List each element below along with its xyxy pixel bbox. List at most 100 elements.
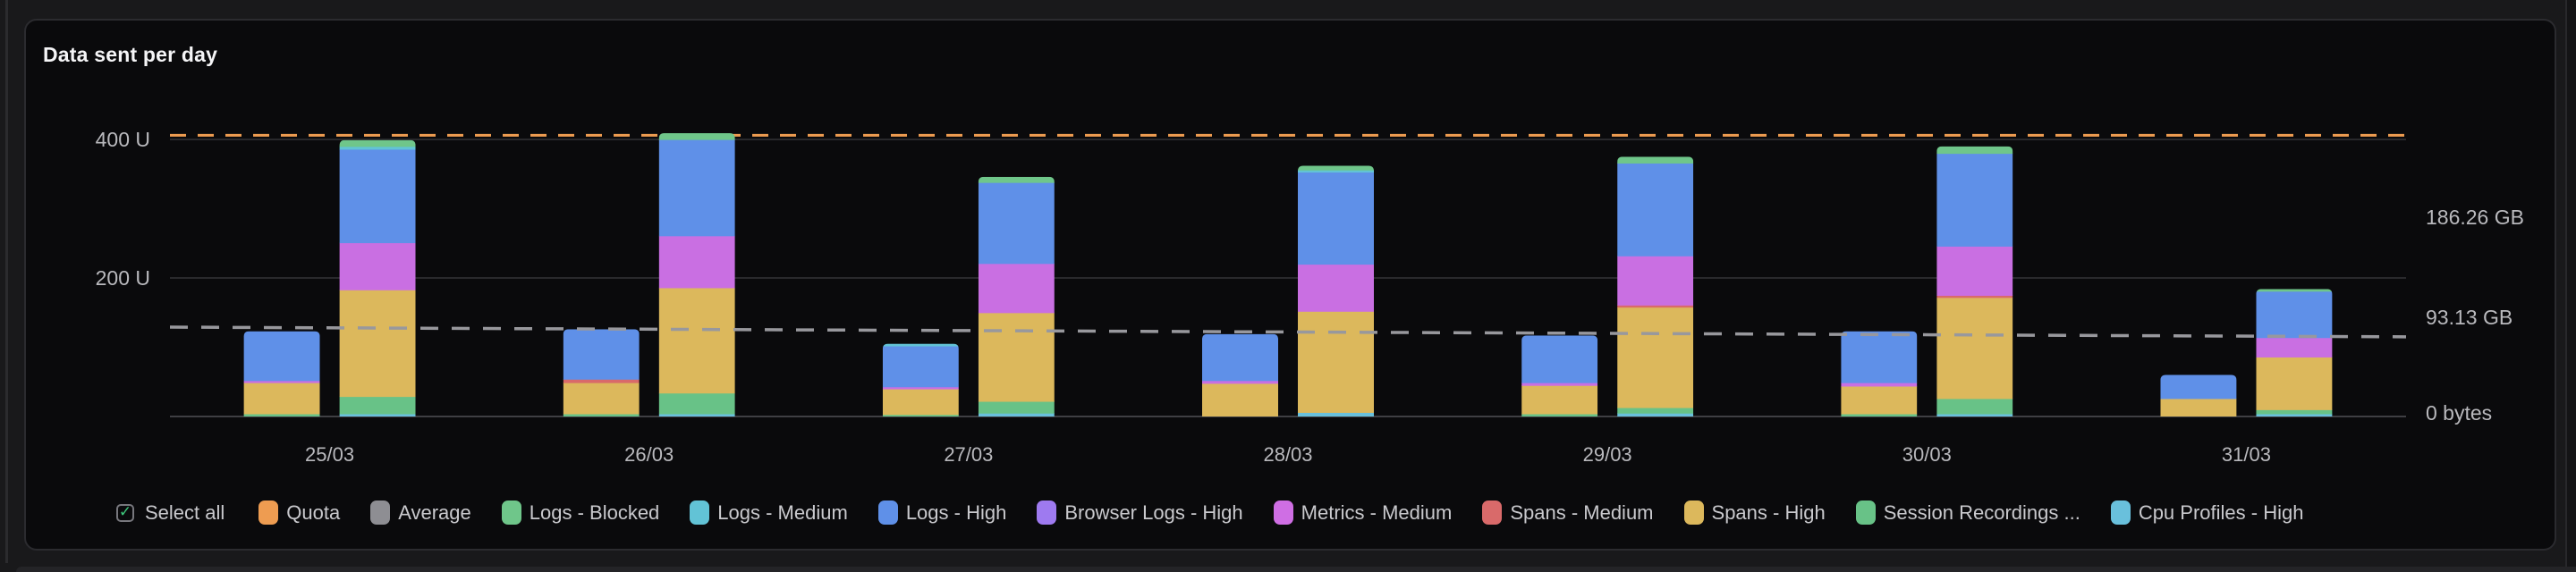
segment-Spans - High[interactable] <box>883 389 959 415</box>
segment-Logs - High[interactable] <box>340 149 416 243</box>
segment-Spans - High[interactable] <box>1936 298 2012 400</box>
segment-Metrics - Medium[interactable] <box>1298 265 1374 312</box>
segment-Spans - High[interactable] <box>1841 386 1917 415</box>
segment-Metrics - Medium[interactable] <box>659 236 735 289</box>
legend-item-logs-blocked[interactable]: Logs - Blocked <box>502 500 660 525</box>
bar-25-03-small[interactable] <box>244 332 320 417</box>
bar-29-03-small[interactable] <box>1521 335 1597 416</box>
legend-color-chip <box>690 500 709 525</box>
legend-item-spans-high[interactable]: Spans - High <box>1684 500 1826 525</box>
segment-Logs - High[interactable] <box>564 329 640 379</box>
segment-Spans - High[interactable] <box>564 383 640 414</box>
gridlines <box>170 139 2406 416</box>
bar-26-03-small[interactable] <box>564 329 640 416</box>
legend-item-cpu-profiles-high[interactable]: Cpu Profiles - High <box>2111 500 2304 525</box>
segment-Metrics - Medium[interactable] <box>1936 246 2012 296</box>
right-axis-tick: 93.13 GB <box>2426 306 2512 329</box>
legend-item-label: Cpu Profiles - High <box>2139 501 2304 525</box>
segment-Logs - Blocked[interactable] <box>1298 165 1374 170</box>
segment-Logs - High[interactable] <box>2256 291 2332 339</box>
legend-item-quota[interactable]: Quota <box>258 500 340 525</box>
segment-Logs - High[interactable] <box>1202 334 1278 382</box>
segment-Logs - High[interactable] <box>1521 335 1597 383</box>
legend-item-session-recordings[interactable]: Session Recordings ... <box>1856 500 2080 525</box>
segment-Spans - High[interactable] <box>979 313 1055 402</box>
segment-Metrics - Medium[interactable] <box>2256 338 2332 358</box>
segment-Spans - Medium[interactable] <box>564 379 640 383</box>
bar-26-03-large[interactable] <box>659 133 735 417</box>
segment-Session Recordings ...[interactable] <box>1617 408 1693 414</box>
segment-Logs - Blocked[interactable] <box>340 140 416 147</box>
average-line <box>170 327 2406 337</box>
segment-Cpu Profiles - High[interactable] <box>1617 413 1693 416</box>
segment-Session Recordings ...[interactable] <box>340 397 416 415</box>
legend-item-metrics-medium[interactable]: Metrics - Medium <box>1274 500 1453 525</box>
checkmark-icon: ✓ <box>119 504 131 519</box>
segment-Spans - High[interactable] <box>1521 385 1597 414</box>
select-all-checkbox[interactable]: ✓ <box>116 504 134 522</box>
legend-items: Quota Average Logs - Blocked Logs - Medium L… <box>258 500 2303 525</box>
segment-Logs - High[interactable] <box>2160 375 2236 400</box>
segment-Spans - High[interactable] <box>340 290 416 397</box>
segment-Spans - High[interactable] <box>1202 383 1278 417</box>
segment-Logs - High[interactable] <box>1841 332 1917 383</box>
bar-27-03-large[interactable] <box>979 177 1055 417</box>
segment-Spans - High[interactable] <box>2160 399 2236 417</box>
segment-Logs - Blocked[interactable] <box>2256 289 2332 291</box>
segment-Cpu Profiles - High[interactable] <box>979 413 1055 416</box>
segment-Logs - Blocked[interactable] <box>659 133 735 140</box>
legend-item-average[interactable]: Average <box>370 500 471 525</box>
segment-Session Recordings ...[interactable] <box>1936 399 2012 415</box>
segment-Metrics - Medium[interactable] <box>340 242 416 290</box>
segment-Spans - High[interactable] <box>1617 307 1693 408</box>
bar-31-03-small[interactable] <box>2160 375 2236 417</box>
select-all-control[interactable]: ✓ Select all <box>116 501 225 525</box>
legend-item-logs-medium[interactable]: Logs - Medium <box>690 500 848 525</box>
segment-Spans - High[interactable] <box>1298 311 1374 413</box>
segment-Metrics - Medium[interactable] <box>979 264 1055 314</box>
legend-item-label: Spans - High <box>1712 501 1826 525</box>
segment-Logs - Blocked[interactable] <box>979 177 1055 183</box>
bar-25-03-large[interactable] <box>340 140 416 417</box>
bar-27-03-small[interactable] <box>883 344 959 417</box>
average-dashed-line <box>170 327 2406 337</box>
bar-29-03-large[interactable] <box>1617 156 1693 416</box>
y-axis-tick: 400 U <box>96 128 150 151</box>
segment-Session Recordings ...[interactable] <box>2256 409 2332 414</box>
segment-Logs - Blocked[interactable] <box>1617 156 1693 164</box>
segment-Metrics - Medium[interactable] <box>1841 383 1917 386</box>
segment-Session Recordings ...[interactable] <box>659 393 735 415</box>
segment-Session Recordings ...[interactable] <box>979 401 1055 414</box>
segment-Logs - High[interactable] <box>659 139 735 236</box>
segment-Cpu Profiles - High[interactable] <box>1298 412 1374 416</box>
segment-Logs - Medium[interactable] <box>883 344 959 347</box>
legend-item-label: Browser Logs - High <box>1064 501 1242 525</box>
segment-Logs - High[interactable] <box>244 332 320 382</box>
segment-Logs - High[interactable] <box>1298 172 1374 265</box>
segment-Spans - High[interactable] <box>659 288 735 393</box>
bar-31-03-large[interactable] <box>2256 289 2332 416</box>
segment-Logs - High[interactable] <box>1936 154 2012 247</box>
legend-item-label: Session Recordings ... <box>1884 501 2080 525</box>
segment-Logs - High[interactable] <box>1617 163 1693 256</box>
legend-color-chip <box>1684 500 1704 525</box>
bar-28-03-large[interactable] <box>1298 165 1374 416</box>
bar-28-03-small[interactable] <box>1202 334 1278 417</box>
legend-color-chip <box>1274 500 1293 525</box>
segment-Spans - High[interactable] <box>244 383 320 414</box>
bar-30-03-small[interactable] <box>1841 332 1917 417</box>
segment-Metrics - Medium[interactable] <box>1617 256 1693 306</box>
legend-item-label: Spans - Medium <box>1510 501 1653 525</box>
bar-30-03-large[interactable] <box>1936 147 2012 417</box>
legend-color-chip <box>502 500 521 525</box>
segment-Logs - High[interactable] <box>883 346 959 387</box>
segment-Spans - High[interactable] <box>2256 357 2332 410</box>
legend-item-browser-logs-high[interactable]: Browser Logs - High <box>1037 500 1242 525</box>
segment-Logs - High[interactable] <box>979 182 1055 264</box>
x-axis-date-label: 25/03 <box>305 443 354 466</box>
legend-item-label: Average <box>398 501 471 525</box>
legend-color-chip <box>1856 500 1876 525</box>
legend-item-logs-high[interactable]: Logs - High <box>878 500 1007 525</box>
segment-Logs - Blocked[interactable] <box>1936 147 2012 154</box>
legend-item-spans-medium[interactable]: Spans - Medium <box>1482 500 1653 525</box>
